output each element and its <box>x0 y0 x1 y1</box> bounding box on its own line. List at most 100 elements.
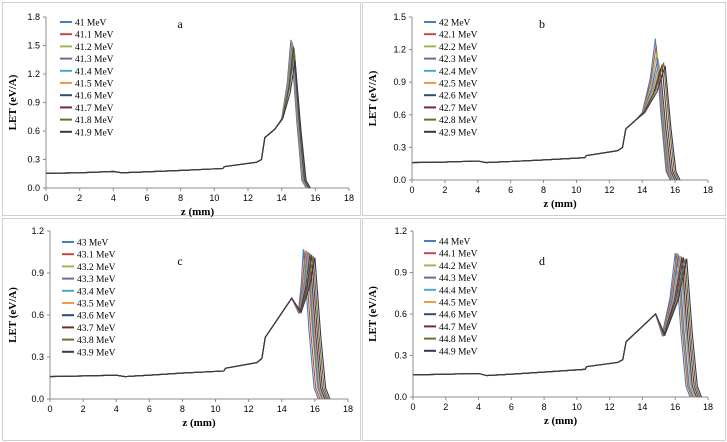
x-tick-label: 2 <box>81 404 86 414</box>
legend-label: 41.8 MeV <box>75 116 114 126</box>
legend-label: 43 MeV <box>77 239 109 249</box>
x-tick-label: 0 <box>410 402 415 412</box>
legend-label: 42.4 MeV <box>439 67 478 77</box>
legend-label: 42.9 MeV <box>439 128 478 138</box>
panel-d: 0 2 4 6 8 10 12 14 16 18 0.0 0.3 0.6 0.9 1.2 z (mm) LET … <box>362 218 726 441</box>
x-tick-label: 8 <box>178 193 183 203</box>
x-tick-label: 18 <box>703 185 713 195</box>
x-tick-label: 10 <box>209 193 219 203</box>
x-tick-label: 2 <box>443 402 448 412</box>
legend-label: 43.9 MeV <box>77 348 116 358</box>
y-tick-label: 0.9 <box>394 268 407 278</box>
x-tick-label: 10 <box>211 404 221 414</box>
x-tick-label: 14 <box>637 185 647 195</box>
x-axis-label: z (mm) <box>543 198 577 210</box>
x-tick-label: 10 <box>572 402 582 412</box>
y-tick-label: 1.2 <box>31 226 44 236</box>
legend-label: 44.2 MeV <box>439 262 478 272</box>
y-tick-label: 1.5 <box>27 41 40 51</box>
x-tick-label: 0 <box>47 404 52 414</box>
legend-label: 43.2 MeV <box>77 263 116 273</box>
legend-label: 42.6 MeV <box>439 92 478 102</box>
y-tick-label: 1.2 <box>27 69 40 79</box>
legend-label: 43.8 MeV <box>77 336 116 346</box>
series-line-10 <box>45 60 311 189</box>
y-tick-label: 0.3 <box>393 142 406 152</box>
legend-label: 42.2 MeV <box>439 43 478 53</box>
y-tick-label: 0.6 <box>393 110 406 120</box>
x-tick-label: 14 <box>637 402 647 412</box>
legend-label: 43.4 MeV <box>77 287 116 297</box>
x-tick-label: 6 <box>509 402 514 412</box>
x-tick-label: 16 <box>670 185 680 195</box>
legend-label: 44.7 MeV <box>439 323 478 333</box>
legend-label: 43.5 MeV <box>77 300 116 310</box>
y-tick-label: 0.6 <box>27 126 40 136</box>
legend-label: 44.3 MeV <box>439 274 478 284</box>
panel-border <box>2 218 361 441</box>
x-tick-label: 18 <box>703 402 713 412</box>
y-tick-label: 1.2 <box>393 45 406 55</box>
legend-label: 42.8 MeV <box>439 116 478 126</box>
x-tick-label: 6 <box>144 193 149 203</box>
x-tick-label: 4 <box>114 404 119 414</box>
x-tick-label: 16 <box>670 402 680 412</box>
legend-label: 42.3 MeV <box>439 55 478 65</box>
legend-label: 41.7 MeV <box>75 104 114 114</box>
x-tick-label: 18 <box>343 404 353 414</box>
x-tick-label: 0 <box>409 185 414 195</box>
panel-b: 0 2 4 6 8 10 12 14 16 18 0.0 0.3 0.6 0.9 1.2 1.5 z (mm) L… <box>362 2 726 216</box>
x-tick-label: 6 <box>147 404 152 414</box>
panel-letter: d <box>539 254 545 268</box>
series-line-10 <box>49 257 331 400</box>
y-tick-label: 0.9 <box>27 98 40 108</box>
x-tick-label: 4 <box>475 185 480 195</box>
legend-label: 43.3 MeV <box>77 275 116 285</box>
y-axis-label: LET (eV/A) <box>7 287 19 343</box>
legend-label: 42.5 MeV <box>439 80 478 90</box>
legend-label: 44.6 MeV <box>439 311 478 321</box>
y-tick-label: 0.3 <box>394 351 407 361</box>
x-axis-label: z (mm) <box>544 415 578 427</box>
legend-label: 44.5 MeV <box>439 299 478 309</box>
legend-label: 43.1 MeV <box>77 251 116 261</box>
panel-letter: a <box>177 17 183 31</box>
panel-a: 0 2 4 6 8 10 12 14 16 18 0.0 0.3 0.6 0.9 1.2 1.5 1.8 z (m… <box>2 2 361 218</box>
series-line-10 <box>412 258 702 398</box>
legend-label: 41 MeV <box>75 19 107 29</box>
y-axis-label: LET (eV/A) <box>7 74 19 130</box>
x-tick-label: 8 <box>541 185 546 195</box>
y-tick-label: 0.3 <box>27 155 40 165</box>
panel-border <box>2 2 361 216</box>
y-tick-label: 0.0 <box>31 394 44 404</box>
legend-label: 42.1 MeV <box>439 31 478 41</box>
y-tick-label: 0.6 <box>394 309 407 319</box>
x-tick-label: 10 <box>571 185 581 195</box>
y-tick-label: 1.2 <box>394 226 407 236</box>
legend-label: 41.3 MeV <box>75 55 114 65</box>
legend-label: 41.6 MeV <box>75 92 114 102</box>
x-tick-label: 16 <box>310 193 320 203</box>
legend-label: 41.2 MeV <box>75 43 114 53</box>
x-tick-label: 14 <box>277 404 287 414</box>
x-tick-label: 12 <box>244 404 254 414</box>
panel-letter: c <box>177 254 182 268</box>
y-tick-label: 0.3 <box>31 352 44 362</box>
y-tick-label: 0.9 <box>31 268 44 278</box>
x-tick-label: 6 <box>508 185 513 195</box>
y-tick-label: 0.6 <box>31 310 44 320</box>
legend-label: 41.1 MeV <box>75 31 114 41</box>
panel-c: 0 2 4 6 8 10 12 14 16 18 0.0 0.3 0.6 0.9 1.2 z (mm) LET … <box>2 218 361 441</box>
y-tick-label: 0.0 <box>27 183 40 193</box>
y-axis-label: LET (eV/A) <box>367 70 379 126</box>
legend-label: 43.7 MeV <box>77 324 116 334</box>
legend-label: 44 MeV <box>439 238 471 248</box>
x-tick-label: 12 <box>243 193 253 203</box>
panel-border <box>362 2 726 216</box>
x-tick-label: 2 <box>442 185 447 195</box>
x-tick-label: 16 <box>310 404 320 414</box>
legend-label: 44.1 MeV <box>439 250 478 260</box>
x-tick-label: 8 <box>180 404 185 414</box>
x-tick-label: 2 <box>77 193 82 203</box>
